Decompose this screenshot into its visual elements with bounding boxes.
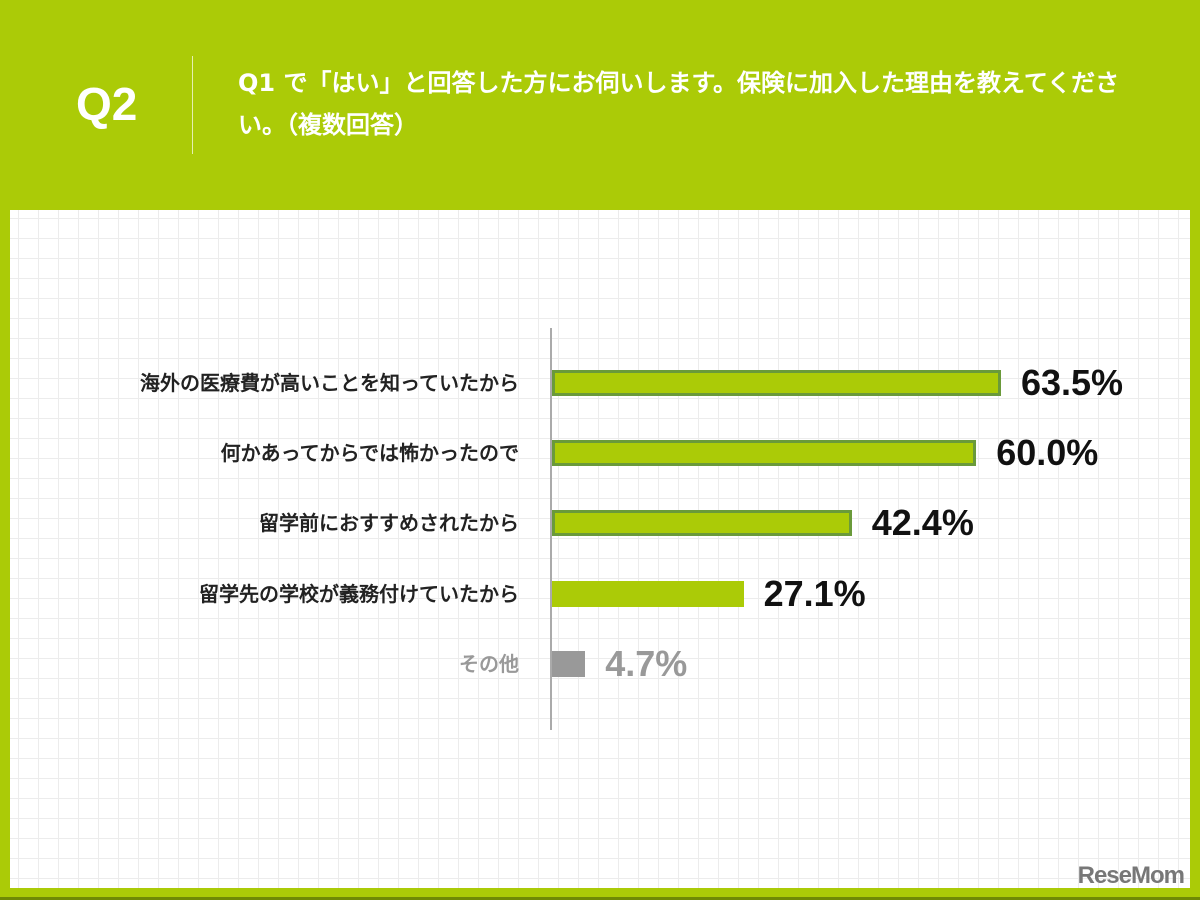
bar — [552, 581, 744, 607]
question-header: Q2 Q1 で「はい」と回答した方にお伺いします。保険に加入した理由を教えてくだ… — [0, 0, 1200, 210]
category-label: 何かあってからでは怖かったので — [220, 441, 519, 465]
bottom-border — [0, 888, 1200, 900]
bar-row: 何かあってからでは怖かったので 60.0% — [0, 433, 1200, 473]
value-label: 27.1% — [763, 573, 866, 614]
value-label: 60.0% — [996, 432, 1099, 473]
value-label: 63.5% — [1020, 362, 1124, 403]
category-label: 海外の医療費が高いことを知っていたから — [140, 371, 519, 395]
value-label: 42.4% — [871, 502, 974, 543]
bar — [552, 440, 977, 466]
category-label: 留学前におすすめされたから — [259, 511, 519, 535]
bar-row: 海外の医療費が高いことを知っていたから 63.5% — [0, 363, 1200, 403]
header-divider — [192, 56, 193, 154]
bar-row: 留学前におすすめされたから 42.4% — [0, 503, 1200, 543]
bar — [552, 651, 586, 677]
bar — [552, 370, 1001, 396]
chart-panel — [10, 210, 1190, 888]
category-label: その他 — [459, 652, 519, 676]
category-label: 留学先の学校が義務付けていたから — [199, 582, 519, 606]
y-axis-line — [550, 328, 552, 730]
bar — [552, 510, 852, 536]
resemom-logo: ReseMom — [1077, 862, 1185, 889]
question-text: Q1 で「はい」と回答した方にお伺いします。保険に加入した理由を教えてください。… — [238, 69, 1120, 139]
question-number: Q2 — [76, 78, 138, 130]
value-label: 4.7% — [605, 643, 688, 684]
bar-row: その他 4.7% — [0, 644, 1200, 684]
bar-row: 留学先の学校が義務付けていたから 27.1% — [0, 574, 1200, 614]
